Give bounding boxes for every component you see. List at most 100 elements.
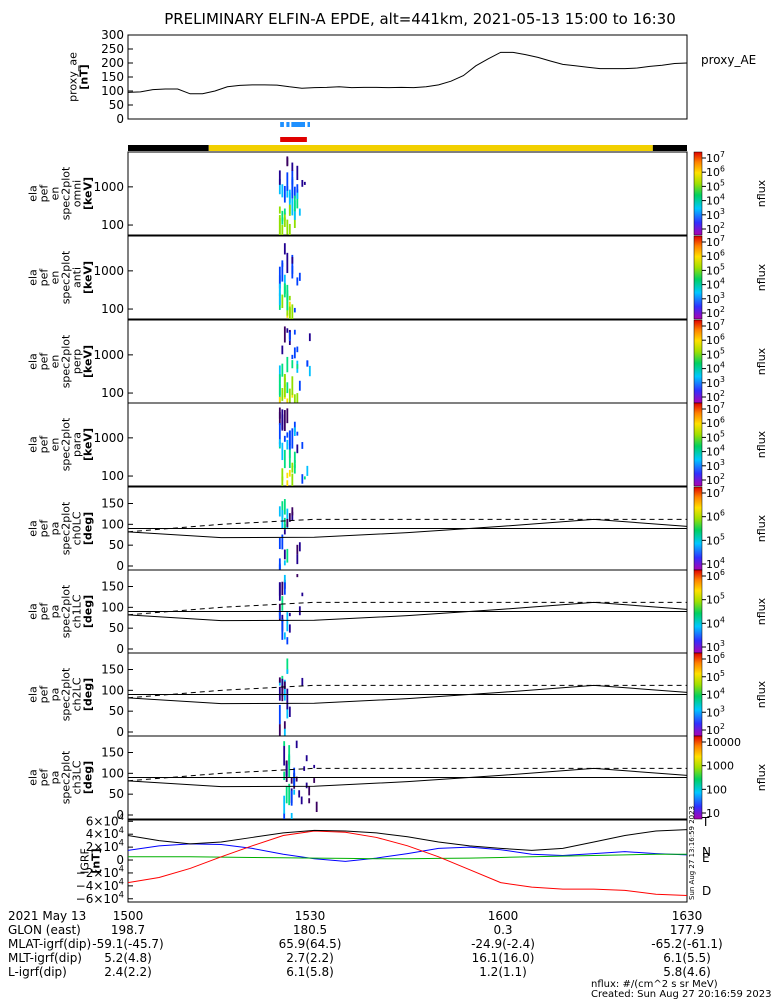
spectrogram-streak [293,394,296,403]
pitch-angle-streak [278,686,281,701]
panel-label-line: spec2plot [60,584,73,638]
spectrogram-streak [293,329,296,335]
spectrogram-streak [291,462,294,468]
pitch-angle-streak [288,755,291,778]
panel-label-line: pef [38,768,51,787]
spectrogram-streak [308,333,311,342]
panel-label-line: pef [38,352,51,371]
spectrogram-streak [288,388,291,403]
colorbar-tick-label: 105 [706,178,725,193]
footer-value: 198.7 [111,923,145,937]
spectrogram-streak [291,304,294,319]
orbit-bar-segment [128,145,209,151]
pitch-angle-streak [283,721,286,729]
colorbar-tick-label: 105 [706,262,725,277]
pa-ytick-label: 0 [116,725,124,739]
colorbar-tick-label: 106 [706,248,725,263]
colorbar-tick-label: 103 [706,458,725,473]
panel-label-line: ch0LC [71,511,84,545]
pa-ytick-label: 50 [109,787,124,801]
science-zone-blue-segment [280,122,284,127]
spectrogram-streak [286,186,289,198]
colorbar-tick-label: 106 [706,164,725,179]
panel-label-line: [keV] [82,177,95,210]
spectrogram-streak [281,476,284,486]
science-zone-red-segment [280,137,307,142]
pa-ytick-label: 100 [101,683,124,697]
panel-label-line: pef [38,435,51,454]
spectrogram-streak [291,179,294,199]
spectrogram-streak [283,243,286,255]
spectrogram-streak [296,184,299,193]
panel-label-line: omni [71,180,84,207]
spectrogram-streak [291,265,294,279]
colorbar-tick-label: 105 [706,669,725,684]
panel-label-line: [keV] [82,428,95,461]
igrf-vertical-text: Sun Aug 27 13:16:59 2023 [688,806,696,900]
igrf-vertical-text-group: Sun Aug 27 13:16:59 2023 [688,806,696,900]
pitch-angle-streak [283,632,286,640]
ae-ytick-label: 250 [101,42,124,56]
pa-ytick-label: 100 [101,517,124,531]
footer-value: 1500 [113,909,144,923]
igrf-side-label: D [702,884,711,898]
spectrogram-streak [303,181,306,185]
spectrogram-streak [278,283,281,306]
colorbar-tick-label: 106 [706,332,725,347]
colorbar-zlabel: nflux [755,347,768,375]
spectrogram-zlabel-group: nflux [755,179,768,207]
proxy-ae-frame [127,34,688,120]
spectrogram-streak [296,364,299,369]
pitch-angle-streak [291,511,294,521]
pa-ytick-label: 150 [101,580,124,594]
spectrogram-streak [291,392,294,398]
spectrogram-streak [286,432,289,438]
spectrogram-streak [288,308,291,319]
spectrogram-streak [303,476,306,480]
pitch-angle-streak [283,499,286,515]
spectrogram-streak [288,430,291,450]
spectrogram-streak [278,178,281,195]
pitch-angle-streak [281,618,284,640]
spectrogram-streak [281,184,284,198]
spectrogram-colorbar [693,235,703,320]
energy-spectrogram-panels: 1000100elapefenspec2plotomni[keV]1071061… [27,150,769,487]
colorbar-tick-label: 102 [706,472,725,487]
pitch-angle-streak [290,777,293,784]
colorbar-tick-label: 104 [706,193,725,208]
footer-note-created: Created: Sun Aug 27 20:16:59 2023 [591,989,771,1000]
pitch-angle-streak [286,518,289,528]
colorbar-tick-label: 102 [706,722,725,737]
energy-spectrogram-panel: 1000100elapefenspec2plotpara[keV]1071061… [27,401,769,487]
spectrogram-streak [308,365,311,377]
panel-label-line: [deg] [82,761,95,794]
spectrogram-streak [283,435,286,442]
spectrogram-streak [291,466,294,473]
footer-value: 1530 [295,909,326,923]
spectrogram-streak [293,451,296,464]
igrf-panel: 6×1044×1042×1040−2×104−4×104−6×104IGRF[n… [76,806,712,906]
pa-ytick-label: 150 [101,746,124,760]
pitch-angle-streak [288,612,291,617]
colorbar-tick-label: 1000 [706,760,734,773]
footer-row-label: MLAT-igrf(dip) [8,937,91,951]
colorbar-tick-label: 103 [706,375,725,390]
spectrogram-streak [278,170,281,185]
spectrogram-colorbar [693,151,703,236]
panel-label-line: anti [71,267,84,288]
panel-label-line: pa [49,688,62,702]
footer-row-label: 2021 May 13 [8,909,86,923]
spectrogram-streak [283,286,286,298]
science-zone-blue-segment [291,122,306,127]
spectrogram-frame [127,402,688,487]
spectrogram-streak [296,346,299,353]
spectrogram-streak [291,376,294,396]
spectrogram-streak [281,345,284,355]
footer-value: 1630 [672,909,703,923]
pitch-angle-streak [305,755,308,762]
colorbar-tick-label: 105 [706,346,725,361]
panel-label-line: ch3LC [71,760,84,794]
